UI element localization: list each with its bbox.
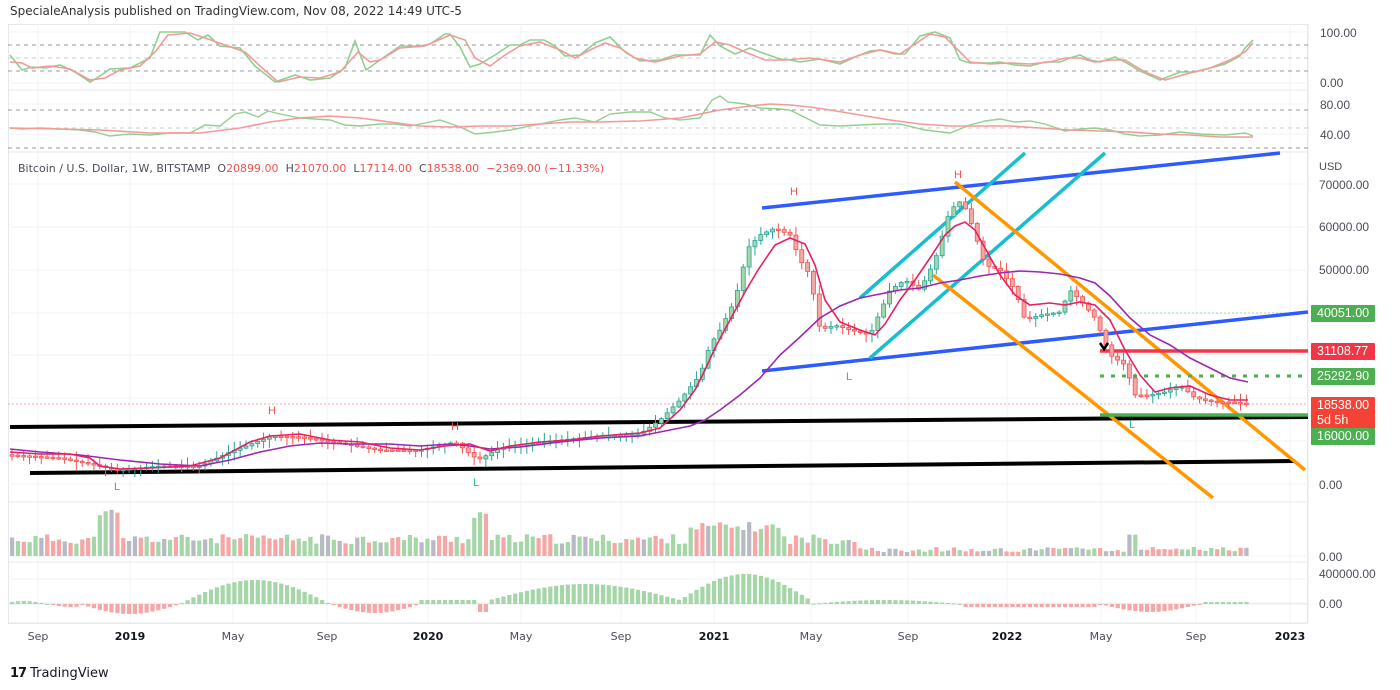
symbol-legend: Bitcoin / U.S. Dollar, 1W, BITSTAMP O208… (18, 162, 604, 175)
histogram-axis: 400000.00 0.00 (1319, 567, 1376, 611)
pivot-label: H (268, 405, 276, 417)
time-label: May (222, 630, 245, 643)
hl-annotations: H H L L H H L L (114, 169, 1135, 493)
high-label: H (285, 162, 294, 175)
volume-axis: 0.00 (1319, 550, 1343, 564)
support-channel-lower (29, 459, 1296, 475)
time-label: May (800, 630, 823, 643)
price-tag-31108: 31108.77 (1311, 343, 1375, 360)
time-label: Sep (1186, 630, 1207, 643)
svg-text:0.00: 0.00 (1319, 550, 1343, 564)
ma-slow-purple (9, 270, 1249, 467)
svg-text:100.00: 100.00 (1320, 26, 1357, 40)
time-label: 2022 (992, 630, 1023, 643)
bar-countdown: 5d 5h (1317, 413, 1349, 427)
price-tag-last: 18538.00 5d 5h (1311, 397, 1375, 430)
svg-text:50000.00: 50000.00 (1319, 263, 1369, 277)
vertical-grid (37, 24, 1291, 623)
time-label: Sep (898, 630, 919, 643)
pivot-label: L (473, 477, 479, 489)
orange-channel-upper (953, 180, 1307, 472)
svg-text:80.00: 80.00 (1320, 98, 1350, 112)
close-label: C (418, 162, 427, 175)
pivot-label: H (451, 421, 459, 433)
low-label: L (353, 162, 360, 175)
svg-text:0.00: 0.00 (1319, 597, 1343, 611)
open-label: O (217, 162, 227, 175)
svg-text:USD: USD (1319, 161, 1342, 173)
blue-channel-upper (761, 151, 1281, 210)
symbol-name: Bitcoin / U.S. Dollar, 1W, BITSTAMP (18, 162, 211, 175)
low-value: 17114.00 (359, 162, 412, 175)
svg-text:70000.00: 70000.00 (1319, 178, 1369, 192)
blue-channel-lower (761, 310, 1309, 373)
histogram-bars (10, 574, 1249, 614)
time-label: 2023 (1275, 630, 1306, 643)
tradingview-logo[interactable]: 17 TradingView (10, 666, 109, 681)
change-value: −2369.00 (−11.33%) (486, 162, 605, 175)
stoch-axis: 100.00 0.00 (1320, 26, 1357, 90)
time-label: Sep (28, 630, 49, 643)
pivot-label: L (1129, 419, 1135, 431)
price-tag-16000: 16000.00 (1311, 428, 1375, 445)
ma-fast-red (9, 221, 1248, 470)
time-label: May (1090, 630, 1113, 643)
stoch-k-line (9, 31, 1254, 83)
svg-text:40.00: 40.00 (1320, 128, 1350, 142)
price-axis: USD 70000.00 60000.00 50000.00 0.00 (1319, 161, 1369, 492)
high-value: 21070.00 (293, 162, 347, 175)
pivot-label: L (114, 481, 120, 493)
cyan-channel-upper (858, 151, 1027, 300)
pivot-label: H (954, 169, 962, 181)
down-arrow-marker (1098, 342, 1110, 352)
pivot-label: H (790, 186, 798, 198)
price-tag-25292: 25292.90 (1311, 368, 1375, 385)
stoch-d-line (9, 32, 1254, 83)
time-label: 2020 (413, 630, 444, 643)
svg-text:60000.00: 60000.00 (1319, 220, 1369, 234)
svg-text:0.00: 0.00 (1319, 478, 1343, 492)
svg-text:0.00: 0.00 (1320, 76, 1344, 90)
tradingview-brand: TradingView (30, 666, 109, 681)
cyan-channel-lower (868, 151, 1107, 360)
time-label: Sep (611, 630, 632, 643)
time-label: 2019 (115, 630, 146, 643)
open-value: 20899.00 (226, 162, 279, 175)
time-label: 2021 (699, 630, 730, 643)
horizontal-grid (8, 31, 1308, 604)
published-caption: SpecialeAnalysis published on TradingVie… (10, 4, 462, 18)
last-price-value: 18538.00 (1317, 398, 1370, 412)
pane-separators (8, 24, 1309, 624)
price-tag-40051: 40051.00 (1311, 305, 1375, 322)
orange-channel-lower (931, 273, 1215, 500)
tradingview-logo-icon: 17 (10, 666, 27, 681)
volume-bars (10, 509, 1249, 556)
pivot-label: L (846, 371, 852, 383)
time-label: Sep (317, 630, 338, 643)
oscillator2-ma-line (9, 103, 1253, 138)
time-label: May (510, 630, 533, 643)
close-value: 18538.00 (426, 162, 480, 175)
oscillator2-axis: 80.00 40.00 (1320, 98, 1350, 142)
time-axis: Sep 2019 May Sep 2020 May Sep 2021 May Sep 2022 May… (28, 630, 1306, 643)
oscillator2-signal-line (9, 95, 1254, 137)
svg-text:400000.00: 400000.00 (1319, 567, 1376, 581)
